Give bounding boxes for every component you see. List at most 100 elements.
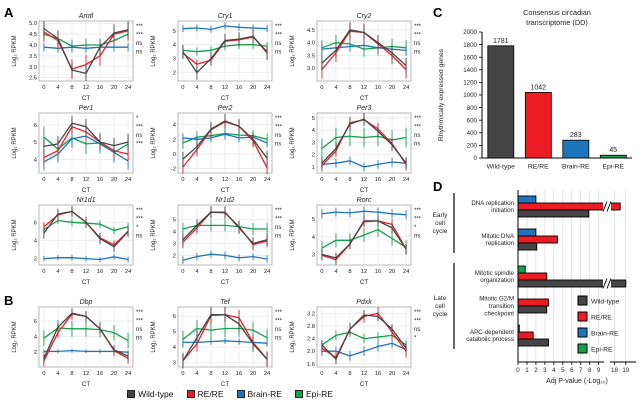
svg-text:4: 4 <box>56 371 60 377</box>
svg-text:24: 24 <box>125 371 132 377</box>
svg-text:3.2: 3.2 <box>307 311 315 317</box>
go-bar <box>517 235 558 244</box>
svg-text:20: 20 <box>250 177 256 183</box>
svg-text:ns: ns <box>136 133 142 139</box>
svg-text:16: 16 <box>236 371 242 377</box>
svg-text:Adj P-value (-Log₁₀): Adj P-value (-Log₁₀) <box>546 378 608 385</box>
svg-text:283: 283 <box>570 132 582 139</box>
svg-text:ns: ns <box>275 41 281 47</box>
svg-text:ns: ns <box>414 50 420 56</box>
svg-text:16: 16 <box>236 85 242 91</box>
svg-text:CT: CT <box>82 279 90 286</box>
svg-text:CT: CT <box>221 381 229 388</box>
svg-text:600: 600 <box>467 117 478 124</box>
svg-text:CT: CT <box>82 95 90 102</box>
svg-text:***: *** <box>275 208 283 214</box>
svg-text:16: 16 <box>375 177 381 183</box>
svg-text:Epi-RE: Epi-RE <box>591 347 613 354</box>
legend-item-epi-re: Epi-RE <box>294 389 333 399</box>
svg-text:Log₂ RPKM: Log₂ RPKM <box>12 219 18 250</box>
svg-text:Rhythmically expressed genes: Rhythmically expressed genes <box>438 48 445 141</box>
svg-text:ns: ns <box>414 41 420 47</box>
svg-text:***: *** <box>275 33 283 39</box>
svg-text:16: 16 <box>97 85 103 91</box>
legend-item-brain-re: Brain-RE <box>236 389 282 399</box>
svg-text:2.5: 2.5 <box>29 76 37 82</box>
svg-text:8: 8 <box>70 177 73 183</box>
svg-text:RE/RE: RE/RE <box>591 315 612 322</box>
pdxk-svg: 1.6 2.0 2.4 2.8 3.2 0 4 8 12 16 20 24 CT Log₂ RPKM Pdx… <box>290 299 422 388</box>
svg-text:16: 16 <box>97 269 103 275</box>
svg-text:***: *** <box>136 33 144 39</box>
svg-text:2000: 2000 <box>463 29 477 36</box>
svg-text:ns: ns <box>414 234 420 240</box>
svg-text:4: 4 <box>312 235 316 241</box>
series-Wild-type <box>182 35 268 74</box>
series-Brain-RE <box>321 342 407 357</box>
svg-text:24: 24 <box>125 269 132 275</box>
svg-text:8: 8 <box>70 269 73 275</box>
svg-text:12: 12 <box>222 371 228 377</box>
svg-text:5: 5 <box>173 330 176 336</box>
chart-dbp: 2 4 6 0 4 8 12 16 20 24 CT Log₂ RPKM Dbp *** *** ns ns <box>10 296 149 393</box>
svg-text:400: 400 <box>467 130 478 137</box>
svg-text:transcriptome (DD): transcriptome (DD) <box>526 18 588 27</box>
svg-text:Log₂ RPKM: Log₂ RPKM <box>290 219 296 250</box>
cry1-svg: 2 3 4 5 0 4 8 12 16 20 24 CT Log₂ RPKM Cry1 *** *** ns ns <box>151 13 283 102</box>
svg-text:4.0: 4.0 <box>29 43 37 49</box>
series-Wild-type <box>43 28 129 75</box>
svg-text:***: *** <box>414 310 422 316</box>
svg-text:0: 0 <box>173 152 176 158</box>
svg-text:3.0: 3.0 <box>307 66 315 72</box>
svg-text:16: 16 <box>97 371 103 377</box>
svg-text:ns: ns <box>275 50 281 56</box>
svg-text:***: *** <box>414 217 422 223</box>
svg-text:24: 24 <box>403 371 410 377</box>
svg-text:4: 4 <box>334 85 338 91</box>
go-bar <box>517 298 549 307</box>
svg-text:18: 18 <box>611 367 618 374</box>
svg-text:0: 0 <box>181 371 184 377</box>
svg-text:12: 12 <box>222 177 228 183</box>
svg-text:Consensus circadian: Consensus circadian <box>523 8 591 17</box>
bar-Epi-RE <box>599 154 627 159</box>
svg-text:0: 0 <box>320 85 323 91</box>
svg-text:***: *** <box>275 217 283 223</box>
svg-text:Tef: Tef <box>220 299 231 306</box>
svg-text:organization: organization <box>480 277 514 284</box>
svg-text:4.5: 4.5 <box>307 28 315 34</box>
series-Wild-type <box>182 120 268 160</box>
svg-text:20: 20 <box>250 371 256 377</box>
svg-text:Wild-type: Wild-type <box>487 164 516 171</box>
chart-go-enrichment: DNA replication initiation Mitotic DNA repl… <box>428 184 640 408</box>
svg-text:4: 4 <box>173 345 177 351</box>
svg-text:2.8: 2.8 <box>307 324 315 330</box>
svg-text:ns: ns <box>136 234 142 240</box>
svg-text:24: 24 <box>264 371 271 377</box>
svg-text:5: 5 <box>34 140 37 146</box>
svg-text:4: 4 <box>56 177 60 183</box>
go-bar <box>517 338 549 347</box>
svg-text:3: 3 <box>543 367 547 374</box>
svg-text:4.0: 4.0 <box>307 41 315 47</box>
svg-text:20: 20 <box>389 371 395 377</box>
svg-text:Nr1d2: Nr1d2 <box>215 197 234 204</box>
svg-text:ns: ns <box>136 41 142 47</box>
svg-text:0: 0 <box>181 269 184 275</box>
svg-text:3.0: 3.0 <box>29 65 37 71</box>
svg-text:16: 16 <box>236 269 242 275</box>
svg-text:ns: ns <box>136 336 142 342</box>
svg-text:CT: CT <box>82 187 90 194</box>
svg-text:16: 16 <box>375 371 381 377</box>
svg-text:8: 8 <box>209 177 212 183</box>
svg-text:ns: ns <box>275 225 281 231</box>
legend-label-wild-type: Wild-type <box>138 389 174 399</box>
chart-per1: 4 5 6 0 4 8 12 16 20 24 CT Log₂ RPKM Per1 * *** ns *** <box>10 102 149 199</box>
svg-text:Log₂ RPKM: Log₂ RPKM <box>290 321 296 352</box>
svg-text:CT: CT <box>221 279 229 286</box>
svg-text:5: 5 <box>173 217 176 223</box>
svg-text:Dbp: Dbp <box>80 299 93 306</box>
